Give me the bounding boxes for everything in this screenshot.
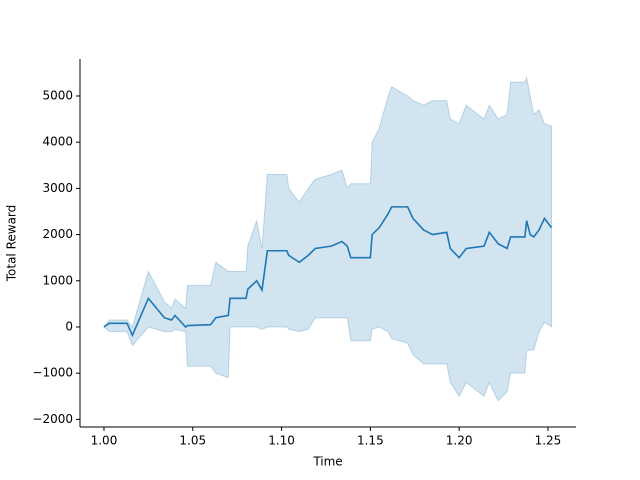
- y-tick-label: 2000: [42, 227, 73, 241]
- y-tick-label: 0: [65, 319, 73, 333]
- confidence-band: [103, 75, 552, 402]
- line: [103, 206, 553, 338]
- x-tick-label: 1.15: [357, 434, 384, 448]
- y-tick-label: 1000: [42, 273, 73, 287]
- x-tick-label: 1.20: [446, 434, 473, 448]
- y-tick-label: −2000: [32, 412, 73, 426]
- x-tick-label: 1.05: [179, 434, 206, 448]
- x-tick-label: 1.25: [535, 434, 562, 448]
- y-tick-label: 4000: [42, 135, 73, 149]
- y-axis-label: Total Reward: [5, 205, 19, 283]
- y-tick-label: 3000: [42, 181, 73, 195]
- x-tick-label: 1.10: [268, 434, 295, 448]
- x-tick-label: 1.00: [91, 434, 118, 448]
- x-axis-label: Time: [312, 455, 342, 469]
- y-tick-label: −1000: [32, 366, 73, 380]
- y-tick-label: 5000: [42, 89, 73, 103]
